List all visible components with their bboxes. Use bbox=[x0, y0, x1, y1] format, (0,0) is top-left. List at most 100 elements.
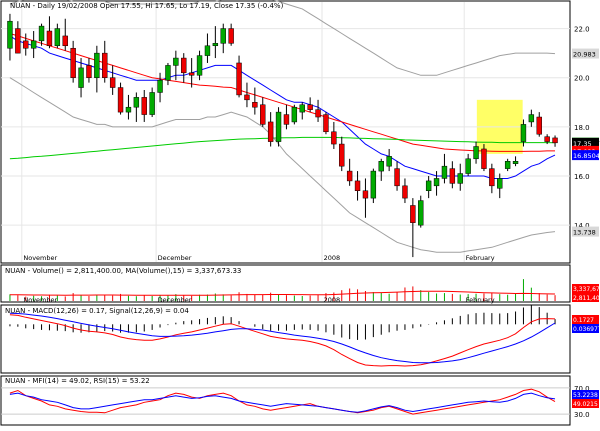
candle-body bbox=[497, 178, 503, 189]
price-overlay-lines bbox=[9, 0, 556, 253]
candle-body bbox=[117, 87, 124, 113]
candle-body bbox=[220, 28, 226, 44]
candle-body bbox=[30, 40, 37, 49]
macd-tag-label: 0.036977 bbox=[573, 326, 600, 333]
price-overlay-line bbox=[9, 0, 556, 76]
price-tag-label: 16.8504 bbox=[573, 152, 600, 160]
mfi-gridlines bbox=[1, 387, 570, 415]
price-tag-box bbox=[572, 48, 599, 59]
candle-body bbox=[78, 67, 84, 88]
macd-title: NUAN - MACD(12,26) = 0.17, Signal(12,26,… bbox=[5, 307, 189, 315]
candle-body bbox=[173, 57, 179, 66]
candle-body bbox=[141, 97, 147, 115]
mfi-title: NUAN - MFI(14) = 49.02, RSI(15) = 53.22 bbox=[5, 377, 150, 385]
mfi-tag-box bbox=[572, 390, 599, 399]
volume-plot-frame bbox=[0, 264, 571, 303]
mfi-tag-label: 49.0215 bbox=[573, 401, 598, 408]
price-tag-box bbox=[572, 137, 599, 148]
volume-x-tick-label: November bbox=[23, 296, 57, 304]
candle-body bbox=[38, 25, 45, 42]
price-x-labels: November December 2008 February bbox=[23, 254, 494, 262]
candle-body bbox=[275, 111, 282, 142]
price-y-tick-label: 18.0 bbox=[574, 124, 590, 132]
candle-body bbox=[481, 148, 487, 169]
mfi-plot-frame bbox=[0, 375, 571, 426]
candle-body bbox=[94, 52, 100, 78]
candle-body bbox=[449, 168, 456, 184]
price-tag-label: 17.35 bbox=[573, 140, 592, 148]
candle-body bbox=[370, 170, 377, 199]
candle-body bbox=[433, 178, 440, 187]
candle-body bbox=[528, 114, 535, 123]
mfi-line bbox=[9, 388, 556, 415]
candle-body bbox=[418, 200, 424, 226]
mfi-y-axis: 70.0 30.0 bbox=[574, 385, 590, 419]
candle-body bbox=[188, 72, 195, 76]
candle-body bbox=[204, 45, 211, 56]
candle-body bbox=[109, 77, 116, 88]
candle-body bbox=[70, 47, 76, 78]
volume-x-tick-label: December bbox=[158, 296, 192, 304]
candle-body bbox=[23, 40, 29, 49]
macd-tag-box bbox=[572, 315, 599, 324]
candle-body bbox=[465, 158, 471, 174]
candle-body bbox=[62, 35, 68, 47]
candle-body bbox=[457, 173, 463, 184]
price-y-axis: 22.0 20.0 18.0 16.0 14.0 bbox=[574, 26, 590, 231]
price-title: NUAN - Daily 19/02/2008 Open 17.55, Hi 1… bbox=[10, 2, 284, 10]
price-x-tick-label: February bbox=[466, 254, 495, 262]
price-x-tick-label: 2008 bbox=[324, 254, 341, 262]
volume-ma-line bbox=[9, 290, 556, 296]
price-overlay-line bbox=[9, 136, 556, 160]
macd-line bbox=[9, 312, 556, 364]
candle-body bbox=[252, 102, 258, 108]
price-overlay-line bbox=[9, 77, 556, 253]
candle-body bbox=[125, 106, 132, 113]
candle-body bbox=[315, 109, 321, 118]
mfi-y-tick-label: 30.0 bbox=[574, 411, 590, 419]
volume-bars bbox=[9, 279, 556, 301]
candle-body bbox=[536, 116, 542, 135]
price-candles bbox=[7, 13, 558, 258]
candle-body bbox=[339, 143, 345, 167]
candle-body bbox=[291, 106, 298, 123]
candle-body bbox=[157, 79, 163, 93]
candle-body bbox=[323, 114, 329, 133]
candle-body bbox=[441, 165, 448, 179]
candle-body bbox=[102, 52, 108, 78]
macd-tag-label: 0.1727 bbox=[573, 317, 594, 324]
price-x-tick-label: November bbox=[23, 254, 57, 262]
price-overlay-line bbox=[9, 35, 556, 179]
mfi-lines bbox=[9, 388, 556, 415]
candle-body bbox=[346, 170, 353, 182]
candle-body bbox=[425, 180, 432, 191]
candle-body bbox=[165, 65, 171, 81]
candle-body bbox=[552, 137, 558, 144]
candle-body bbox=[267, 121, 274, 142]
candle-body bbox=[54, 28, 61, 47]
volume-x-labels: November December 2008 February bbox=[23, 296, 494, 304]
price-tag-label: 13.738 bbox=[573, 229, 596, 237]
price-tag-box bbox=[572, 150, 599, 161]
candle-body bbox=[402, 185, 408, 199]
candle-body bbox=[307, 104, 313, 110]
macd-histogram bbox=[9, 305, 556, 340]
mfi-tag-box bbox=[572, 399, 599, 408]
candle-body bbox=[46, 30, 53, 47]
candle-body bbox=[260, 104, 266, 125]
price-overlay-line bbox=[9, 33, 555, 152]
candle-body bbox=[244, 94, 250, 101]
candle-body bbox=[362, 190, 369, 199]
price-panel: 22.020.018.016.014.0 20.98317.355717.351… bbox=[0, 0, 600, 264]
candle-body bbox=[544, 136, 550, 142]
macd-lines bbox=[9, 312, 556, 367]
volume-title: NUAN - Volume() = 2,811,400.00, MA(Volum… bbox=[5, 267, 241, 275]
price-y-tick-label: 14.0 bbox=[574, 222, 590, 230]
volume-x-tick-label: 2008 bbox=[324, 296, 341, 304]
mfi-y-tick-label: 70.0 bbox=[574, 385, 590, 393]
price-tag-box bbox=[572, 226, 599, 237]
candle-body bbox=[378, 161, 384, 172]
candle-body bbox=[354, 180, 361, 191]
candle-body bbox=[331, 131, 337, 145]
candle-body bbox=[133, 97, 140, 108]
